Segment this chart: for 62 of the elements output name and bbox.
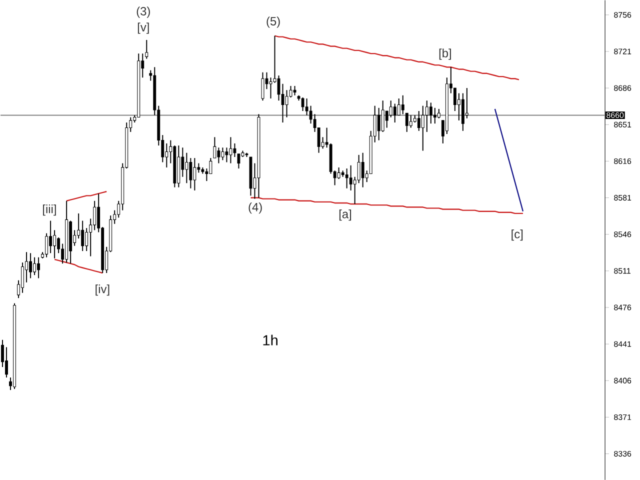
candlestick <box>165 142 168 168</box>
annotation: [b] <box>439 48 451 60</box>
candlestick <box>401 94 404 115</box>
annotation: [iii] <box>43 204 56 216</box>
candlestick <box>293 85 296 96</box>
candlestick <box>49 220 52 254</box>
candlestick <box>53 230 56 259</box>
candlestick <box>145 39 148 60</box>
candlestick <box>85 227 88 252</box>
candlestick <box>421 105 424 152</box>
candlestick <box>285 90 288 118</box>
candlestick <box>389 100 392 118</box>
candlestick <box>405 112 408 132</box>
candlestick <box>409 114 412 128</box>
candlestick <box>337 166 340 180</box>
candlestick <box>417 110 420 132</box>
candlestick <box>301 96 304 112</box>
candlestick <box>425 100 428 132</box>
candlestick <box>305 98 308 116</box>
text: 1h <box>263 334 278 346</box>
candlestick <box>381 100 384 132</box>
annotation: [a] <box>339 209 352 221</box>
candlestick <box>213 136 216 158</box>
candlestick <box>393 103 396 123</box>
candlestick <box>233 142 236 158</box>
candlestick <box>209 157 212 174</box>
annotation: [v] <box>138 22 149 34</box>
candlestick <box>193 157 196 191</box>
candlestick <box>33 256 36 276</box>
candlestick <box>29 252 32 279</box>
candlestick <box>309 105 312 124</box>
candlestick <box>221 147 224 161</box>
candlestick <box>185 152 188 184</box>
annotation: (3) <box>136 6 150 18</box>
annotation: (5) <box>266 16 280 28</box>
candlestick <box>433 107 436 124</box>
candlestick <box>5 346 8 378</box>
candlestick <box>349 164 352 191</box>
candlestick <box>225 147 228 163</box>
candlestick <box>189 157 192 189</box>
candlestick <box>277 74 280 101</box>
candlestick <box>21 262 24 294</box>
candlestick <box>385 110 388 128</box>
candlestick <box>37 256 40 279</box>
candlestick <box>217 147 220 164</box>
candlestick <box>437 108 440 119</box>
candlestick <box>377 107 380 141</box>
candlestick <box>345 168 348 189</box>
candlestick <box>453 87 456 112</box>
candlestick <box>357 154 360 184</box>
candlestick <box>429 102 432 124</box>
candlestick <box>93 200 96 231</box>
candlestick <box>229 136 232 164</box>
candlestick <box>397 98 400 116</box>
annotation: (4) <box>248 202 262 214</box>
annotation: [c] <box>512 229 523 241</box>
candlestick <box>261 72 264 101</box>
candlestick <box>81 220 84 252</box>
candlestick <box>361 152 364 188</box>
annotation: [iv] <box>96 284 110 296</box>
candlestick <box>237 153 240 169</box>
candlestick <box>45 232 48 258</box>
